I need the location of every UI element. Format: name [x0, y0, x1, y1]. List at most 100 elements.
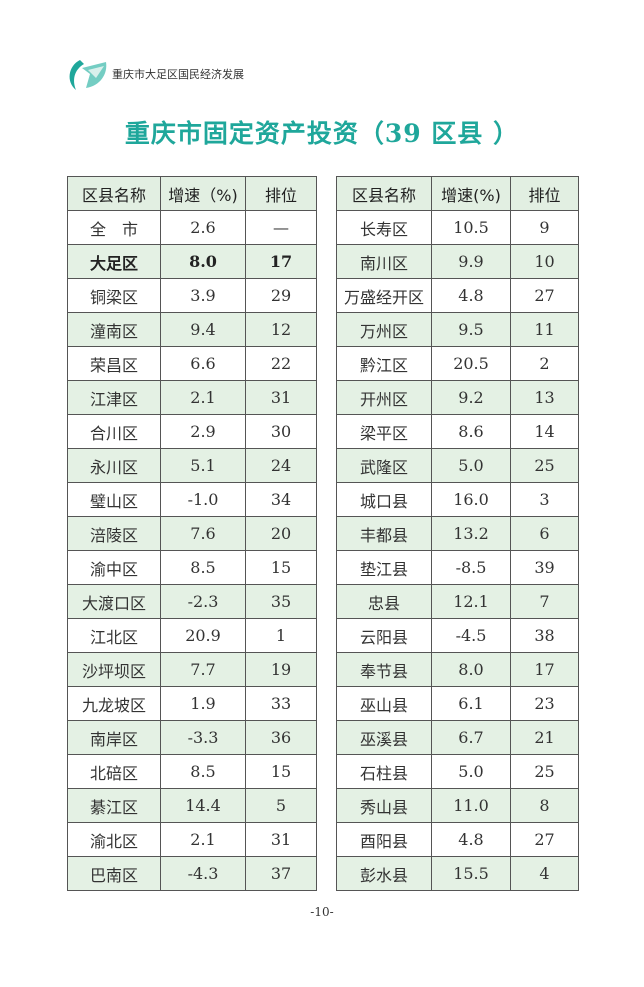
- table-row: 渝北区 2.1 31: [67, 822, 317, 857]
- district-name: 渝中区: [67, 550, 161, 585]
- page-title: 重庆市固定资产投资（39 区县 ）: [124, 119, 520, 148]
- table-row: 江北区 20.9 1: [67, 618, 317, 653]
- table-row: 梁平区 8.6 14: [336, 414, 579, 449]
- col-header-rank: 排位: [510, 176, 579, 211]
- table-row: 潼南区 9.4 12: [67, 312, 317, 347]
- district-name: 南川区: [336, 244, 432, 279]
- rank: 9: [510, 210, 579, 245]
- growth-rate: 2.1: [160, 380, 246, 415]
- table-row: 大足区 8.0 17: [67, 244, 317, 279]
- rank: 5: [245, 788, 317, 823]
- rank: 31: [245, 822, 317, 857]
- district-name: 全 市: [67, 210, 161, 245]
- rank: 20: [245, 516, 317, 551]
- district-name: 酉阳县: [336, 822, 432, 857]
- growth-rate: 8.5: [160, 754, 246, 789]
- table-row: 巴南区 -4.3 37: [67, 856, 317, 891]
- rank: 31: [245, 380, 317, 415]
- rank: 37: [245, 856, 317, 891]
- table-row: 铜梁区 3.9 29: [67, 278, 317, 313]
- rank: 30: [245, 414, 317, 449]
- district-name: 江津区: [67, 380, 161, 415]
- district-name: 垫江县: [336, 550, 432, 585]
- district-name: 奉节县: [336, 652, 432, 687]
- district-name: 渝北区: [67, 822, 161, 857]
- investment-table-right: 区县名称 增速(%) 排位 长寿区 10.5 9 南川区 9.9 10 万盛经开区 4.8 27…: [336, 176, 579, 891]
- growth-rate: 14.4: [160, 788, 246, 823]
- district-name: 云阳县: [336, 618, 432, 653]
- rank: 27: [510, 822, 579, 857]
- table-row: 南川区 9.9 10: [336, 244, 579, 279]
- growth-rate: 8.5: [160, 550, 246, 585]
- growth-rate: 4.8: [431, 822, 511, 857]
- district-name: 大足区: [67, 244, 161, 279]
- table-header-row: 区县名称 增速（%) 排位: [67, 176, 317, 211]
- rank: 21: [510, 720, 579, 755]
- growth-rate: -3.3: [160, 720, 246, 755]
- growth-rate: 2.9: [160, 414, 246, 449]
- growth-rate: 3.9: [160, 278, 246, 313]
- rank: 25: [510, 754, 579, 789]
- table-row: 沙坪坝区 7.7 19: [67, 652, 317, 687]
- investment-table-left: 区县名称 增速（%) 排位 全 市 2.6— 大足区 8.0 17 铜梁区 3.9 29 潼南区…: [67, 176, 317, 891]
- rank: 14: [510, 414, 579, 449]
- logo-icon: [69, 60, 107, 90]
- growth-rate: 1.9: [160, 686, 246, 721]
- table-row: 忠县 12.1 7: [336, 584, 579, 619]
- district-name: 开州区: [336, 380, 432, 415]
- district-name: 彭水县: [336, 856, 432, 891]
- table-row: 丰都县 13.2 6: [336, 516, 579, 551]
- district-name: 铜梁区: [67, 278, 161, 313]
- district-name: 大渡口区: [67, 584, 161, 619]
- growth-rate: 12.1: [431, 584, 511, 619]
- table-row: 巫山县 6.1 23: [336, 686, 579, 721]
- growth-rate: -1.0: [160, 482, 246, 517]
- rank: 17: [510, 652, 579, 687]
- table-row: 巫溪县 6.7 21: [336, 720, 579, 755]
- district-name: 荣昌区: [67, 346, 161, 381]
- district-name: 梁平区: [336, 414, 432, 449]
- rank: 39: [510, 550, 579, 585]
- district-name: 合川区: [67, 414, 161, 449]
- district-name: 万盛经开区: [336, 278, 432, 313]
- table-row: 荣昌区 6.6 22: [67, 346, 317, 381]
- rank: 24: [245, 448, 317, 483]
- table-header-row: 区县名称 增速(%) 排位: [336, 176, 579, 211]
- growth-rate: 20.9: [160, 618, 246, 653]
- growth-rate: 6.1: [431, 686, 511, 721]
- district-name: 巴南区: [67, 856, 161, 891]
- table-row: 秀山县 11.0 8: [336, 788, 579, 823]
- growth-rate: 8.0: [160, 244, 246, 279]
- rank: 35: [245, 584, 317, 619]
- growth-rate: 9.9: [431, 244, 511, 279]
- rank: 22: [245, 346, 317, 381]
- growth-rate: 11.0: [431, 788, 511, 823]
- table-row: 合川区 2.9 30: [67, 414, 317, 449]
- rank: 10: [510, 244, 579, 279]
- district-name: 忠县: [336, 584, 432, 619]
- col-header-rank: 排位: [245, 176, 317, 211]
- district-name: 江北区: [67, 618, 161, 653]
- col-header-growth: 增速(%): [431, 176, 511, 211]
- growth-rate: 5.1: [160, 448, 246, 483]
- growth-rate: 6.7: [431, 720, 511, 755]
- rank: 6: [510, 516, 579, 551]
- rank: 15: [245, 754, 317, 789]
- growth-rate: 7.6: [160, 516, 246, 551]
- district-name: 北碚区: [67, 754, 161, 789]
- growth-rate: 15.5: [431, 856, 511, 891]
- district-name: 丰都县: [336, 516, 432, 551]
- growth-rate: 8.6: [431, 414, 511, 449]
- growth-rate: 7.7: [160, 652, 246, 687]
- rank: 17: [245, 244, 317, 279]
- table-row: 涪陵区 7.6 20: [67, 516, 317, 551]
- col-header-name: 区县名称: [336, 176, 432, 211]
- growth-rate: -4.5: [431, 618, 511, 653]
- growth-rate: 2.1: [160, 822, 246, 857]
- district-name: 石柱县: [336, 754, 432, 789]
- rank: 12: [245, 312, 317, 347]
- growth-rate: 9.4: [160, 312, 246, 347]
- district-name: 潼南区: [67, 312, 161, 347]
- rank: 4: [510, 856, 579, 891]
- rank: 38: [510, 618, 579, 653]
